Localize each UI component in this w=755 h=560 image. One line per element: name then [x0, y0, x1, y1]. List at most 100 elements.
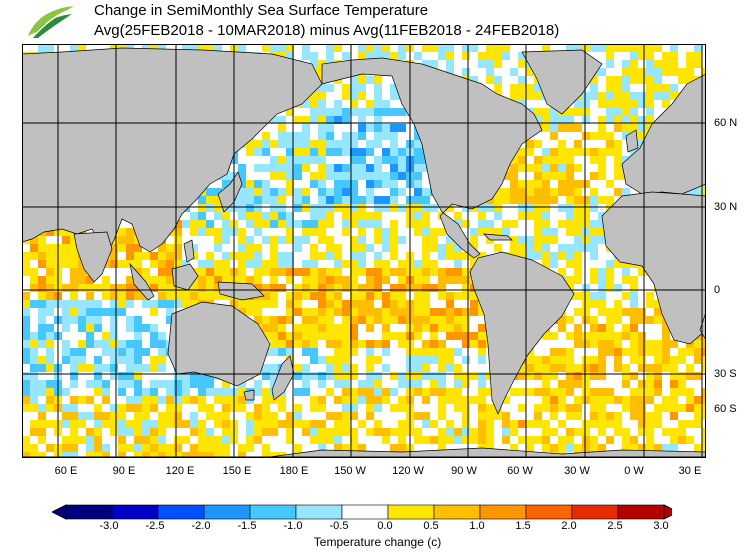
- anomaly-cell: [542, 404, 550, 412]
- anomaly-cell: [254, 188, 262, 196]
- anomaly-cell: [422, 220, 430, 228]
- anomaly-cell: [630, 396, 638, 404]
- anomaly-cell: [382, 340, 390, 348]
- anomaly-cell: [366, 364, 374, 372]
- anomaly-cell: [678, 348, 686, 356]
- anomaly-cell: [238, 252, 246, 260]
- anomaly-cell: [318, 228, 326, 236]
- anomaly-cell: [22, 300, 30, 308]
- anomaly-cell: [294, 164, 302, 172]
- anomaly-cell: [382, 228, 390, 236]
- anomaly-cell: [518, 252, 526, 260]
- anomaly-cell: [694, 340, 702, 348]
- anomaly-cell: [654, 348, 662, 356]
- anomaly-cell: [158, 292, 166, 300]
- anomaly-cell: [622, 108, 630, 116]
- anomaly-cell: [438, 436, 446, 444]
- lon-label-90w: 90 W: [451, 465, 477, 477]
- anomaly-cell: [262, 236, 270, 244]
- anomaly-cell: [158, 276, 166, 284]
- anomaly-cell: [462, 220, 470, 228]
- anomaly-cell: [326, 164, 334, 172]
- anomaly-cell: [294, 196, 302, 204]
- anomaly-cell: [526, 164, 534, 172]
- anomaly-cell: [526, 180, 534, 188]
- anomaly-cell: [582, 100, 590, 108]
- anomaly-cell: [246, 308, 254, 316]
- anomaly-cell: [430, 356, 438, 364]
- anomaly-cell: [550, 116, 558, 124]
- anomaly-cell: [318, 132, 326, 140]
- anomaly-cell: [542, 388, 550, 396]
- anomaly-cell: [38, 356, 46, 364]
- anomaly-cell: [446, 52, 454, 60]
- anomaly-cell: [46, 292, 54, 300]
- anomaly-cell: [198, 420, 206, 428]
- anomaly-cell: [254, 148, 262, 156]
- anomaly-cell: [254, 276, 262, 284]
- anomaly-cell: [430, 268, 438, 276]
- anomaly-cell: [598, 284, 606, 292]
- anomaly-cell: [454, 332, 462, 340]
- anomaly-cell: [462, 276, 470, 284]
- anomaly-cell: [166, 316, 174, 324]
- anomaly-cell: [158, 260, 166, 268]
- anomaly-cell: [382, 44, 390, 52]
- anomaly-cell: [574, 44, 582, 52]
- anomaly-cell: [590, 84, 598, 92]
- anomaly-cell: [566, 412, 574, 420]
- anomaly-cell: [566, 316, 574, 324]
- anomaly-cell: [286, 292, 294, 300]
- anomaly-cell: [590, 364, 598, 372]
- anomaly-cell: [646, 340, 654, 348]
- anomaly-cell: [94, 444, 102, 452]
- anomaly-cell: [350, 268, 358, 276]
- anomaly-cell: [662, 68, 670, 76]
- anomaly-cell: [350, 188, 358, 196]
- anomaly-cell: [254, 140, 262, 148]
- anomaly-cell: [478, 60, 486, 68]
- anomaly-cell: [342, 420, 350, 428]
- anomaly-cell: [398, 164, 406, 172]
- map-border: [22, 44, 706, 458]
- anomaly-cell: [86, 308, 94, 316]
- anomaly-cell: [94, 356, 102, 364]
- anomaly-cell: [598, 100, 606, 108]
- anomaly-cell: [446, 60, 454, 68]
- anomaly-cell: [262, 44, 270, 52]
- anomaly-cell: [574, 308, 582, 316]
- anomaly-cell: [694, 52, 702, 60]
- anomaly-cell: [582, 220, 590, 228]
- anomaly-cell: [278, 284, 286, 292]
- anomaly-cell: [134, 380, 142, 388]
- anomaly-cell: [326, 44, 334, 52]
- anomaly-cell: [534, 420, 542, 428]
- anomaly-cell: [254, 164, 262, 172]
- anomaly-cell: [190, 300, 198, 308]
- anomaly-cell: [30, 372, 38, 380]
- anomaly-cell: [206, 388, 214, 396]
- anomaly-cell: [414, 268, 422, 276]
- anomaly-cell: [502, 196, 510, 204]
- anomaly-cell: [238, 172, 246, 180]
- anomaly-cell: [342, 380, 350, 388]
- anomaly-cell: [422, 236, 430, 244]
- anomaly-cell: [254, 220, 262, 228]
- anomaly-cell: [598, 412, 606, 420]
- anomaly-cell: [166, 404, 174, 412]
- anomaly-cell: [134, 372, 142, 380]
- anomaly-cell: [414, 364, 422, 372]
- anomaly-cell: [438, 292, 446, 300]
- anomaly-cell: [86, 452, 94, 458]
- anomaly-cell: [606, 324, 614, 332]
- anomaly-cell: [334, 340, 342, 348]
- anomaly-cell: [566, 188, 574, 196]
- anomaly-cell: [374, 276, 382, 284]
- anomaly-cell: [326, 188, 334, 196]
- anomaly-cell: [110, 316, 118, 324]
- anomaly-cell: [374, 220, 382, 228]
- anomaly-cell: [614, 44, 622, 52]
- anomaly-cell: [318, 212, 326, 220]
- anomaly-cell: [294, 284, 302, 292]
- anomaly-cell: [686, 388, 694, 396]
